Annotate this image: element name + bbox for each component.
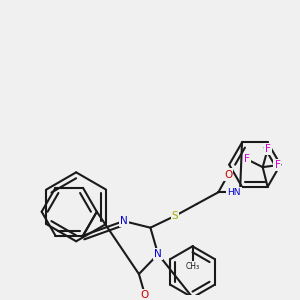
Text: S: S	[172, 211, 178, 221]
Text: HN: HN	[227, 188, 241, 197]
Text: O: O	[224, 169, 232, 179]
Text: N: N	[120, 216, 128, 226]
Text: CH₃: CH₃	[185, 262, 200, 271]
Text: N: N	[154, 249, 162, 259]
Text: O: O	[141, 290, 149, 300]
Text: F: F	[274, 160, 280, 170]
Text: F: F	[244, 154, 250, 164]
Text: F: F	[265, 144, 271, 154]
